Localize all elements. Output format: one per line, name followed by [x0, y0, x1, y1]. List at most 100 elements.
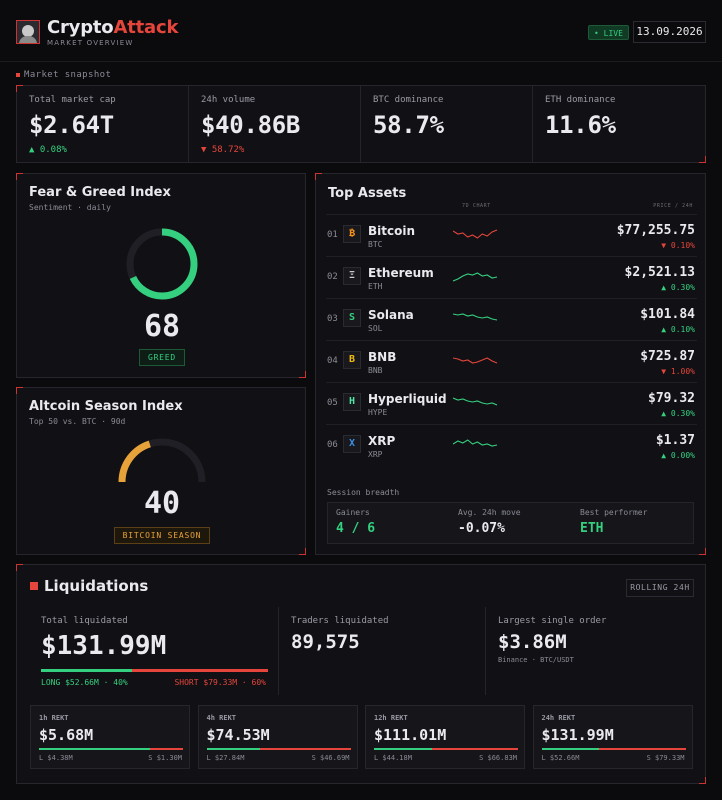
gauge-fill [126, 228, 198, 300]
long-share-fill [41, 669, 132, 672]
rekt-long-short-bar [541, 748, 686, 750]
top-assets-title: Top Assets [328, 186, 407, 201]
asset-price: $2,521.13 [624, 265, 695, 280]
asset-change: ▲ 0.30% [661, 409, 695, 418]
market-snapshot-panel: Total market cap $2.64T ▲ 0.08% 24h volu… [16, 85, 706, 163]
fear-greed-panel: Fear & Greed Index Sentiment · daily 68 … [16, 173, 306, 378]
asset-rank: 03 [327, 314, 338, 324]
sparkline-chart [453, 313, 498, 321]
short-amount: SHORT $79.33M · 60% [174, 678, 266, 687]
stat-btc-dominance: BTC dominance 58.7% [361, 86, 533, 162]
fear-greed-value: 68 [143, 309, 181, 344]
ethereum-icon: Ξ [343, 267, 361, 285]
asset-ticker: XRP [368, 450, 383, 459]
brand-name: CryptoAttack [47, 17, 179, 38]
largest-order-source: Binance · BTC/USDT [498, 656, 574, 664]
fear-greed-gauge [126, 228, 198, 300]
sparkline-chart [453, 397, 498, 406]
long-short-bar [41, 669, 268, 672]
sparkline-chart [453, 439, 498, 447]
rekt-window-value: $111.01M [374, 726, 447, 744]
stat-total-market-cap: Total market cap $2.64T ▲ 0.08% [17, 86, 189, 162]
asset-name: Ethereum [368, 266, 434, 280]
long-share-fill [39, 748, 150, 750]
altcoin-badge: BITCOIN SEASON [114, 527, 210, 544]
liquidations-panel: Liquidations ROLLING 24H Total liquidate… [16, 564, 706, 784]
gauge-track [118, 438, 206, 483]
long-amount: LONG $52.66M · 40% [41, 678, 128, 687]
date-display: 13.09.2026 [633, 21, 706, 43]
breadth-label: Session breadth [327, 488, 400, 497]
asset-ticker: BTC [368, 240, 383, 249]
asset-rank: 01 [327, 230, 338, 240]
largest-order-label: Largest single order [498, 616, 607, 626]
rekt-window-value: $74.53M [206, 726, 270, 744]
asset-change: ▲ 0.00% [661, 451, 695, 460]
asset-row-bnb[interactable]: 04 B BNB BNB $725.87 ▼ 1.00% [326, 340, 697, 382]
bnb-icon: B [343, 351, 361, 369]
divider [485, 607, 486, 695]
fear-greed-badge: GREED [139, 349, 185, 366]
rekt-short-amount: S $1.30M [148, 754, 182, 762]
snapshot-section-label: Market snapshot [16, 70, 111, 80]
rekt-card-3: 12h REKT $111.01M L $44.18M S $66.83M [365, 705, 525, 769]
sparkline-chart [453, 229, 498, 239]
asset-price: $101.84 [640, 307, 695, 322]
asset-ticker: SOL [368, 324, 383, 333]
stat-eth-dominance: ETH dominance 11.6% [545, 95, 616, 139]
asset-row-xrp[interactable]: 06 X XRP XRP $1.37 ▲ 0.00% [326, 424, 697, 466]
traders-liquidated-value: 89,575 [291, 631, 360, 653]
altcoin-title: Altcoin Season Index [29, 399, 183, 414]
xrp-icon: X [343, 435, 361, 453]
asset-row-hype[interactable]: 05 H Hyperliquid HYPE $79.32 ▲ 0.30% [326, 382, 697, 424]
live-badge: • LIVE [588, 25, 629, 40]
section-marker-icon [30, 581, 38, 590]
asset-change: ▼ 0.10% [661, 241, 695, 250]
asset-ticker: HYPE [368, 408, 388, 417]
altcoin-season-panel: Altcoin Season Index Top 50 vs. BTC · 90… [16, 387, 306, 555]
divider [278, 607, 279, 695]
asset-price: $1.37 [655, 433, 695, 448]
asset-row-eth[interactable]: 02 Ξ Ethereum ETH $2,521.13 ▲ 0.30% [326, 256, 697, 298]
rekt-card-2: 4h REKT $74.53M L $27.84M S $46.69M [197, 705, 358, 769]
brand-subtitle: MARKET OVERVIEW [47, 39, 134, 47]
rekt-card-1: 1h REKT $5.68M L $4.38M S $1.30M [30, 705, 190, 769]
solana-icon: S [343, 309, 361, 327]
asset-rank: 02 [327, 272, 338, 282]
section-marker-icon [16, 72, 20, 77]
breadth-best-performer: Best performer ETH [580, 508, 648, 536]
gauge-fill [118, 438, 206, 483]
rekt-window-value: $5.68M [39, 726, 94, 744]
asset-row-sol[interactable]: 03 S Solana SOL $101.84 ▲ 0.10% [326, 298, 697, 340]
rekt-long-amount: L $27.84M [206, 754, 245, 762]
asset-rank: 05 [327, 398, 338, 408]
sparkline-chart [453, 357, 498, 364]
rekt-long-short-bar [39, 748, 183, 750]
altcoin-value: 40 [143, 486, 181, 521]
asset-row-btc[interactable]: 01 ₿ Bitcoin BTC $77,255.75 ▼ 0.10% [326, 214, 697, 256]
asset-price: $77,255.75 [616, 223, 695, 238]
asset-price: $725.87 [640, 349, 695, 364]
rekt-window-label: 24h REKT [541, 714, 576, 722]
fear-greed-subtitle: Sentiment · daily [29, 203, 111, 212]
session-breadth: Gainers 4 / 6 Avg. 24h move -0.07% Best pe… [327, 502, 694, 544]
rolling-window-selector[interactable]: ROLLING 24H [626, 579, 694, 597]
asset-price: $79.32 [648, 391, 695, 406]
long-share-fill [374, 748, 432, 750]
rekt-window-label: 12h REKT [374, 714, 408, 722]
asset-change: ▲ 0.10% [661, 325, 695, 334]
asset-rank: 04 [327, 356, 338, 366]
app-header: CryptoAttack MARKET OVERVIEW • LIVE 13.0… [0, 0, 722, 62]
asset-name: Hyperliquid [368, 392, 447, 406]
column-header-price: PRICE / 24H [653, 203, 693, 209]
breadth-gainers: Gainers 4 / 6 [336, 508, 376, 536]
asset-name: BNB [368, 350, 397, 364]
rekt-card-4: 24h REKT $131.99M L $52.66M S $79.33M [532, 705, 693, 769]
asset-name: Solana [368, 308, 414, 322]
hyperliquid-icon: H [343, 393, 361, 411]
stat-24h-volume: 24h volume $40.86B ▼ 58.72% [189, 86, 361, 162]
rekt-long-amount: L $4.38M [39, 754, 73, 762]
brand-logo[interactable] [16, 20, 40, 44]
column-header-chart: 7D CHART [462, 203, 491, 209]
asset-change: ▼ 1.00% [661, 367, 695, 376]
